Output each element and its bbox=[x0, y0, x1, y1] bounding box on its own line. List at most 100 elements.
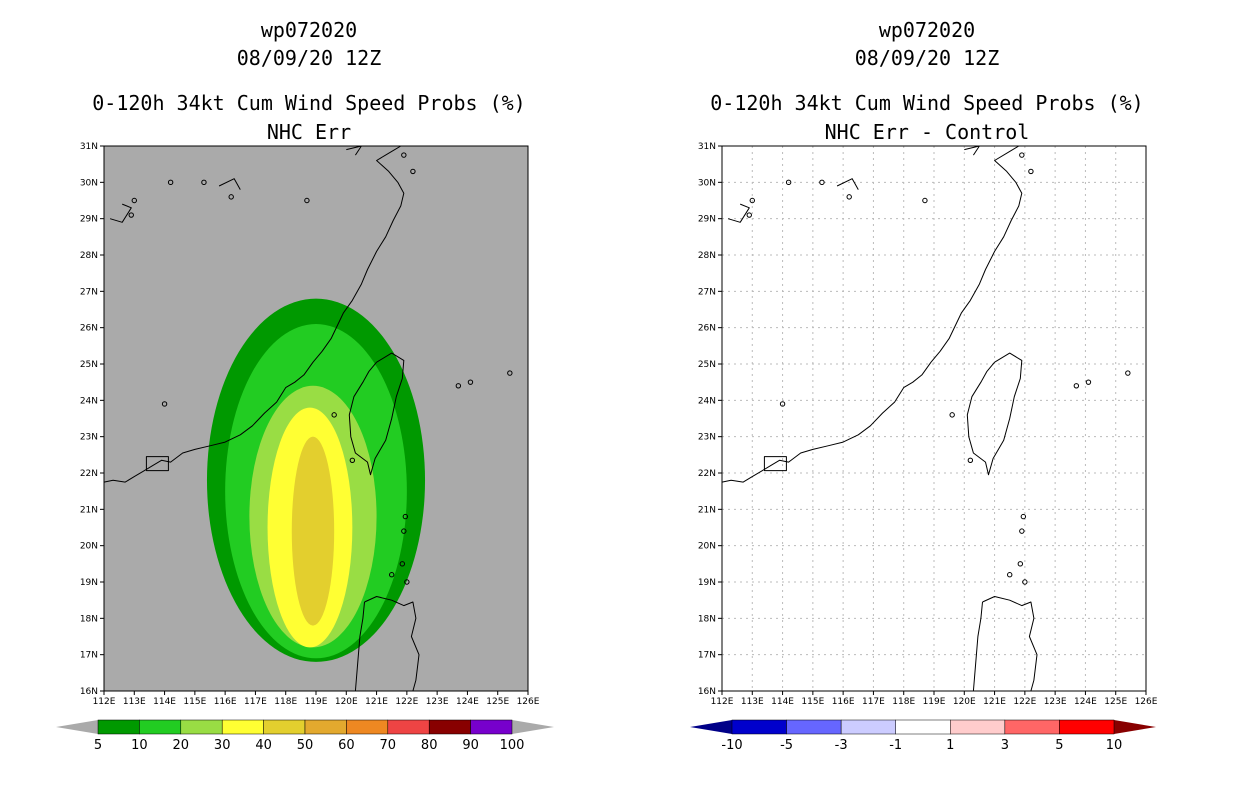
island bbox=[128, 212, 134, 218]
hong-kong-outline bbox=[763, 456, 787, 472]
lat-label: 16N bbox=[698, 687, 716, 697]
colorbar-swatch bbox=[470, 719, 513, 735]
lon-label: 121E bbox=[365, 697, 388, 707]
island bbox=[1022, 579, 1028, 585]
luzon-west-coastline bbox=[354, 601, 365, 692]
lon-label: 116E bbox=[832, 697, 855, 707]
colorbar-swatch bbox=[139, 719, 182, 735]
island bbox=[967, 457, 974, 463]
lon-label: 124E bbox=[456, 697, 479, 707]
hong-kong-outline bbox=[145, 456, 169, 472]
lat-label: 22N bbox=[698, 469, 716, 479]
lat-label: 16N bbox=[80, 687, 98, 697]
island bbox=[779, 401, 786, 407]
lon-label: 118E bbox=[274, 697, 297, 707]
colorbar-swatch bbox=[731, 719, 787, 735]
probability-contours bbox=[206, 298, 426, 662]
colorbar-label: 10 bbox=[131, 738, 148, 753]
lon-label: 121E bbox=[983, 697, 1006, 707]
colorbar-arrow-left bbox=[690, 720, 732, 734]
colorbar-swatch bbox=[346, 719, 389, 735]
colorbar-label: 10 bbox=[1106, 738, 1123, 753]
island bbox=[785, 179, 792, 186]
lon-label: 112E bbox=[711, 697, 734, 707]
colorbar-label: 30 bbox=[214, 738, 231, 753]
product-subtitle: NHC Err - Control bbox=[824, 120, 1030, 144]
lat-label: 17N bbox=[80, 651, 98, 661]
colorbar-swatch bbox=[1059, 719, 1115, 735]
colorbar-label: 20 bbox=[173, 738, 190, 753]
colorbar-label: -10 bbox=[721, 738, 742, 753]
lon-label: 120E bbox=[335, 697, 358, 707]
island bbox=[1073, 383, 1080, 389]
lake-poyang bbox=[836, 178, 859, 190]
left-panel: wp072020 08/09/20 12Z 0-120h 34kt Cum Wi… bbox=[56, 18, 554, 753]
colorbar-swatch bbox=[428, 719, 471, 735]
storm-id: wp072020 bbox=[260, 18, 358, 42]
contour-40 bbox=[291, 436, 335, 626]
product-subtitle: NHC Err bbox=[266, 120, 352, 144]
colorbar-label: 5 bbox=[94, 738, 102, 753]
colorbar-swatch bbox=[263, 719, 306, 735]
island bbox=[161, 401, 168, 407]
colorbar-swatch bbox=[840, 719, 896, 735]
coastlines bbox=[721, 145, 1131, 692]
island bbox=[1017, 561, 1024, 567]
island bbox=[167, 179, 174, 186]
lon-label: 119E bbox=[305, 697, 328, 707]
lake-dongting bbox=[727, 203, 750, 223]
lat-label: 17N bbox=[698, 651, 716, 661]
lon-label: 114E bbox=[771, 697, 794, 707]
island bbox=[404, 579, 410, 585]
lat-label: 22N bbox=[80, 469, 98, 479]
lon-label: 125E bbox=[1104, 697, 1127, 707]
lat-label: 26N bbox=[698, 324, 716, 334]
right-panel: wp072020 08/09/20 12Z 0-120h 34kt Cum Wi… bbox=[618, 0, 1236, 800]
colorbar-swatch bbox=[786, 719, 842, 735]
island bbox=[228, 194, 234, 200]
lon-label: 112E bbox=[93, 697, 116, 707]
lon-label: 126E bbox=[517, 697, 540, 707]
lat-label: 21N bbox=[698, 505, 716, 515]
product-title: 0-120h 34kt Cum Wind Speed Probs (%) bbox=[710, 91, 1144, 115]
lon-label: 115E bbox=[801, 697, 824, 707]
island bbox=[1125, 370, 1131, 376]
lon-label: 114E bbox=[153, 697, 176, 707]
colorbar-label: -5 bbox=[780, 738, 793, 753]
island bbox=[399, 561, 406, 567]
colorbar-label: 70 bbox=[380, 738, 397, 753]
lat-label: 30N bbox=[80, 178, 98, 188]
axes: 31N 30N 29N 28N 27N 26N 25N 24N 23N 22N 21N 20N 19N 1… bbox=[698, 142, 1158, 707]
lon-label: 123E bbox=[1044, 697, 1067, 707]
colorbar-label: -3 bbox=[835, 738, 848, 753]
island bbox=[131, 197, 137, 204]
island bbox=[349, 457, 356, 463]
lon-label: 124E bbox=[1074, 697, 1097, 707]
island bbox=[410, 168, 416, 175]
island bbox=[1007, 572, 1013, 578]
lat-label: 19N bbox=[80, 578, 98, 588]
taiwan-coastline bbox=[348, 352, 405, 476]
island bbox=[331, 412, 337, 418]
lat-label: 20N bbox=[80, 542, 98, 552]
island bbox=[1019, 152, 1025, 158]
lon-label: 125E bbox=[486, 697, 509, 707]
colorbar-swatch bbox=[97, 719, 140, 735]
island bbox=[304, 197, 310, 204]
luzon-coastline bbox=[364, 596, 420, 692]
lat-label: 24N bbox=[698, 396, 716, 406]
colorbar-arrow-right bbox=[512, 720, 554, 734]
lat-label: 31N bbox=[80, 142, 98, 152]
left-colorbar: 5 10 20 30 40 50 60 70 80 90 100 bbox=[56, 719, 554, 753]
lat-label: 21N bbox=[80, 505, 98, 515]
colorbar-arrow-right bbox=[1114, 720, 1156, 734]
lat-label: 29N bbox=[698, 215, 716, 225]
island bbox=[401, 528, 407, 534]
china-coastline bbox=[721, 145, 1023, 483]
island bbox=[949, 412, 955, 418]
colorbar-label: 80 bbox=[421, 738, 438, 753]
lat-label: 23N bbox=[698, 433, 716, 443]
lat-label: 25N bbox=[80, 360, 98, 370]
lat-label: 28N bbox=[698, 251, 716, 261]
island bbox=[922, 197, 928, 204]
